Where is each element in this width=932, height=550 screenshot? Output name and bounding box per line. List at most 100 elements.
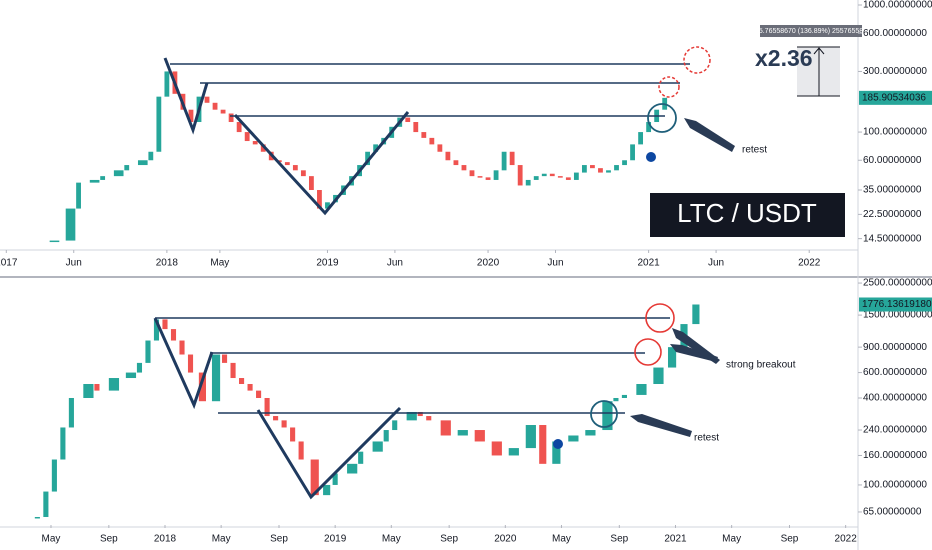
y-tick-label: 1000.00000000 — [863, 0, 932, 11]
candle — [244, 132, 250, 142]
candle — [417, 411, 423, 417]
x-tick-label: 2022 — [798, 258, 821, 269]
candle — [539, 425, 547, 464]
candle — [517, 165, 523, 186]
x-tick-label: Sep — [610, 534, 628, 545]
y-tick-label: 100.00000000 — [863, 127, 927, 138]
y-tick-label: 2500.00000000 — [863, 278, 932, 289]
x-tick-label: May — [552, 534, 571, 545]
candle — [100, 176, 106, 180]
candle — [485, 177, 491, 180]
last-price-tag — [859, 297, 932, 312]
candle — [187, 354, 194, 373]
candle — [383, 430, 389, 442]
candle — [445, 151, 451, 161]
candle — [621, 394, 627, 398]
candle — [469, 170, 475, 177]
candle — [457, 430, 468, 436]
candle — [373, 144, 379, 152]
candle — [525, 179, 531, 186]
candle — [585, 430, 596, 436]
candle — [426, 416, 432, 421]
x-tick-label: Jun — [708, 258, 724, 269]
candle — [51, 459, 57, 492]
candle — [148, 151, 154, 161]
x-tick-label: May — [42, 534, 61, 545]
y-tick-label: 600.00000000 — [863, 28, 927, 39]
candle — [108, 378, 120, 391]
candle — [372, 441, 383, 452]
x-tick-label: Jun — [66, 258, 82, 269]
candle — [198, 372, 207, 402]
candle — [273, 416, 279, 421]
y-tick-label: 100.00000000 — [863, 480, 927, 491]
pair-label: LTC / USDT — [677, 198, 817, 228]
candle — [76, 182, 81, 209]
candle — [281, 420, 287, 428]
last-price-tag — [859, 90, 932, 105]
candle — [509, 151, 515, 166]
y-tick-label: 240.00000000 — [863, 425, 927, 436]
candle — [264, 397, 270, 417]
candle — [125, 372, 137, 379]
candle — [162, 319, 168, 330]
candle — [60, 427, 66, 460]
candle — [613, 397, 619, 402]
candle — [156, 96, 162, 152]
candle — [573, 172, 579, 180]
candle — [405, 117, 411, 123]
candle — [220, 109, 226, 114]
candle — [89, 179, 100, 183]
candle — [590, 165, 595, 169]
candle — [300, 170, 306, 177]
candle — [347, 463, 358, 474]
candle — [212, 102, 218, 110]
measure-label: 255.76558670 (136.89%) 2557655867 — [751, 28, 871, 35]
candle — [358, 451, 364, 464]
y-tick-label: 160.00000000 — [863, 450, 927, 461]
drawings-top — [163, 25, 862, 237]
candle — [365, 151, 371, 166]
candle — [667, 347, 677, 368]
retest-label: retest — [742, 145, 767, 156]
candle — [406, 411, 417, 421]
candle — [474, 430, 485, 442]
candle — [298, 441, 304, 460]
candle — [630, 144, 635, 161]
candle — [260, 144, 266, 152]
candle — [188, 109, 194, 123]
candle — [602, 401, 613, 431]
candle — [239, 378, 245, 385]
x-tick-label: Sep — [270, 534, 288, 545]
candle — [170, 329, 177, 341]
candle — [34, 516, 40, 519]
candle — [65, 208, 76, 241]
candle — [636, 384, 647, 395]
candle — [290, 427, 296, 442]
candle — [646, 122, 652, 133]
x-tick-label: 2019 — [324, 534, 347, 545]
drawings-bottom — [153, 303, 720, 500]
candle — [622, 160, 627, 166]
candle — [145, 340, 151, 363]
candle — [292, 165, 298, 171]
candle — [421, 132, 427, 138]
candle — [453, 160, 459, 166]
x-tick-label: May — [212, 534, 231, 545]
candle — [252, 141, 258, 145]
x-tick-label: 2019 — [316, 258, 339, 269]
candle — [614, 165, 619, 171]
candle — [392, 420, 398, 431]
candle — [549, 173, 555, 177]
candle — [568, 435, 579, 442]
last-price-label: 1776.13619180 — [862, 299, 932, 310]
breakout-label: strong breakout — [726, 360, 796, 371]
candle — [221, 354, 228, 363]
retest-label: retest — [694, 433, 719, 444]
candle — [437, 144, 443, 152]
candle — [204, 96, 210, 103]
candle — [598, 168, 603, 173]
y-tick-label: 35.00000000 — [863, 185, 922, 196]
candle — [606, 170, 611, 173]
